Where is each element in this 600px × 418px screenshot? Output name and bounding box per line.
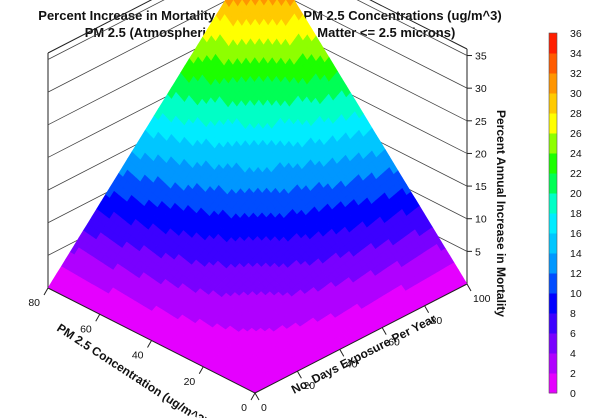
y-tick-label: 80 bbox=[431, 315, 443, 327]
colorbar-tick-label: 22 bbox=[570, 168, 582, 180]
colorbar-segment bbox=[549, 333, 557, 344]
colorbar-segment bbox=[549, 373, 557, 384]
colorbar-tick-label: 2 bbox=[570, 368, 576, 380]
x-tick-label: 80 bbox=[28, 297, 40, 309]
colorbar-tick-label: 36 bbox=[570, 28, 582, 40]
y-tick-label: 40 bbox=[346, 358, 358, 370]
colorbar-tick-label: 34 bbox=[570, 48, 582, 60]
y-tick bbox=[424, 305, 430, 314]
y-tick bbox=[296, 370, 302, 379]
colorbar-segment bbox=[549, 223, 557, 234]
z-axis-label: Percent Annual Increase in Mortality bbox=[494, 110, 508, 317]
z-tick-label: 30 bbox=[475, 83, 487, 95]
colorbar-segment bbox=[549, 183, 557, 194]
colorbar-segment bbox=[549, 173, 557, 184]
colorbar-tick-label: 28 bbox=[570, 108, 582, 120]
y-tick-label: 0 bbox=[261, 402, 267, 414]
z-tick-label: 5 bbox=[475, 246, 481, 258]
y-tick-label: 100 bbox=[473, 293, 491, 305]
surface bbox=[47, 0, 468, 394]
y-tick bbox=[339, 349, 345, 357]
z-gridline bbox=[47, 0, 468, 93]
colorbar-segment bbox=[549, 363, 557, 374]
colorbar-segment bbox=[549, 313, 557, 324]
colorbar-segment bbox=[549, 343, 557, 354]
colorbar-tick-label: 12 bbox=[570, 268, 582, 280]
colorbar-segment bbox=[549, 53, 557, 64]
x-tick bbox=[198, 366, 204, 374]
y-axis-ticks: 0 20 40 60 80 100 bbox=[254, 283, 491, 414]
colorbar-segment bbox=[549, 73, 557, 84]
colorbar-segment bbox=[549, 163, 557, 174]
colorbar-segment bbox=[549, 243, 557, 254]
x-tick bbox=[43, 287, 49, 296]
colorbar-segment bbox=[549, 303, 557, 314]
colorbar-tick-label: 14 bbox=[570, 248, 582, 260]
colorbar-segment bbox=[549, 63, 557, 74]
colorbar-segment bbox=[549, 293, 557, 304]
x-tick bbox=[95, 314, 101, 322]
colorbar-segment bbox=[549, 263, 557, 274]
colorbar-tick-label: 8 bbox=[570, 308, 576, 320]
colorbar-tick-label: 16 bbox=[570, 228, 582, 240]
x-tick-label: 60 bbox=[80, 323, 92, 335]
colorbar-segment bbox=[549, 213, 557, 224]
y-tick bbox=[466, 283, 472, 292]
colorbar-tick-label: 20 bbox=[570, 188, 582, 200]
x-tick bbox=[147, 340, 152, 348]
z-axis-ticks: 5 10 15 20 25 30 35 bbox=[467, 51, 487, 258]
x-tick bbox=[250, 392, 256, 401]
colorbar-segment bbox=[549, 83, 557, 94]
colorbar-segment bbox=[549, 123, 557, 134]
colorbar-tick-label: 0 bbox=[570, 388, 576, 400]
colorbar-segment bbox=[549, 323, 557, 334]
x-tick-label: 40 bbox=[132, 350, 144, 362]
z-tick-label: 15 bbox=[475, 181, 487, 193]
colorbar-tick-label: 4 bbox=[570, 348, 576, 360]
y-tick bbox=[254, 392, 260, 401]
colorbar-tick-label: 32 bbox=[570, 68, 582, 80]
colorbar-segment bbox=[549, 43, 557, 54]
colorbar-segment bbox=[549, 103, 557, 114]
colorbar-tick-label: 18 bbox=[570, 208, 582, 220]
colorbar-tick-label: 10 bbox=[570, 288, 582, 300]
colorbar-segment bbox=[549, 273, 557, 284]
colorbar-segment bbox=[549, 193, 557, 204]
z-gridline bbox=[47, 0, 468, 60]
x-tick-label: 0 bbox=[241, 402, 247, 414]
colorbar-tick-label: 24 bbox=[570, 148, 582, 160]
colorbar-segment bbox=[549, 353, 557, 364]
colorbar-segment bbox=[549, 203, 557, 214]
colorbar-segment bbox=[549, 233, 557, 244]
z-tick-label: 25 bbox=[475, 116, 487, 128]
colorbar-segment bbox=[549, 253, 557, 264]
z-tick-label: 20 bbox=[475, 148, 487, 160]
y-tick bbox=[381, 327, 387, 335]
colorbar-segment bbox=[549, 133, 557, 144]
colorbar-tick-label: 26 bbox=[570, 128, 582, 140]
z-tick-label: 35 bbox=[475, 51, 487, 63]
x-axis-ticks: 0 20 40 60 80 bbox=[28, 287, 256, 414]
colorbar-segment bbox=[549, 283, 557, 294]
colorbar-tick-label: 6 bbox=[570, 328, 576, 340]
colorbar-segment bbox=[549, 93, 557, 104]
colorbar-segment bbox=[549, 383, 557, 394]
colorbar-segment bbox=[549, 143, 557, 154]
colorbar-segment bbox=[549, 113, 557, 124]
y-tick-label: 60 bbox=[388, 337, 400, 349]
x-tick-label: 20 bbox=[184, 376, 196, 388]
z-tick-label: 10 bbox=[475, 214, 487, 226]
colorbar-frame bbox=[548, 32, 558, 394]
colorbar-segment bbox=[549, 153, 557, 164]
colorbar-tick-label: 30 bbox=[570, 88, 582, 100]
y-tick-label: 20 bbox=[303, 380, 315, 392]
box-edge bbox=[47, 0, 468, 54]
colorbar-segment bbox=[549, 33, 557, 44]
y-axis-line bbox=[254, 283, 468, 394]
